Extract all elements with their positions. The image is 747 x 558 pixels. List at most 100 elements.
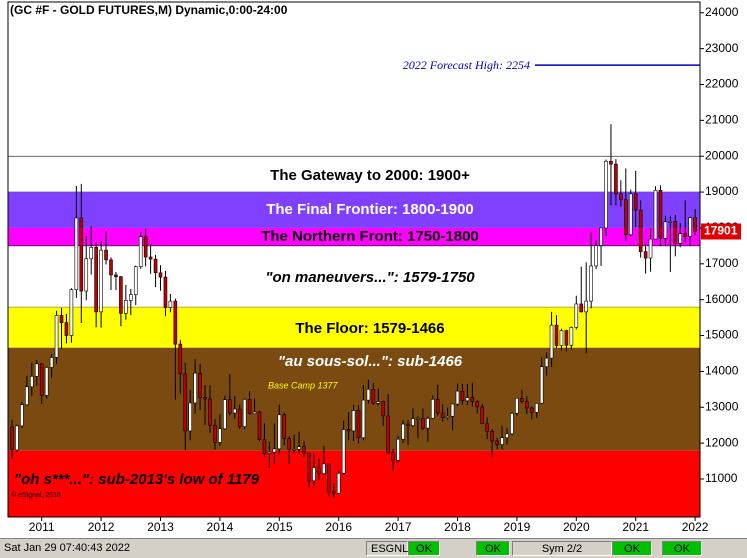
y-tick-label: 23000 (705, 41, 739, 55)
candle-body (346, 429, 351, 432)
candle-body (114, 274, 118, 278)
candle-body (673, 221, 678, 244)
forecast-label: 2022 Forecast High: 2254 (403, 58, 530, 72)
candle-body (232, 408, 237, 414)
candle-body (54, 315, 59, 358)
price-zone (7, 155, 701, 193)
candle-body (475, 401, 480, 408)
candle-body (693, 217, 697, 232)
candle-body (188, 402, 192, 432)
candle-body (302, 446, 306, 454)
candle-body (465, 397, 470, 402)
last-price-box (701, 223, 741, 240)
candle-body (213, 424, 217, 443)
zone-label: The Final Frontier: 1800-1900 (266, 201, 474, 218)
candle-body (609, 160, 613, 165)
candle-body (599, 227, 603, 246)
candle-body (133, 266, 138, 295)
y-tick-label: 21000 (705, 113, 739, 127)
candle-body (173, 300, 178, 345)
x-tick-label: 2022 (682, 520, 709, 534)
x-tick-label: 2021 (622, 520, 649, 534)
status-datetime: Sat Jan 29 07:40:43 2022 (4, 542, 130, 554)
candle-body (520, 397, 524, 402)
candle-body (129, 294, 133, 301)
candle-body (208, 398, 212, 426)
candle-body (633, 193, 638, 211)
y-tick-label: 15000 (705, 328, 739, 342)
candle-body (163, 276, 168, 308)
candle-body (277, 414, 282, 450)
candle-body (20, 404, 24, 427)
candle-body (663, 221, 668, 239)
candle-body (198, 372, 202, 398)
candle-body (218, 428, 222, 443)
candle-body (564, 330, 569, 346)
y-tick-label: 14000 (705, 364, 739, 378)
candle-body (589, 265, 593, 302)
candle-body (440, 412, 445, 418)
candle-body (64, 322, 69, 336)
status-ok: OK (476, 541, 510, 556)
status-ok: OK (662, 541, 702, 556)
candle-body (653, 189, 658, 240)
y-tick-label: 22000 (705, 77, 739, 91)
x-tick-label: 2012 (88, 520, 115, 534)
candle-body (668, 221, 673, 223)
candle-body (317, 467, 321, 474)
candle-body (287, 438, 292, 450)
candle-body (307, 452, 311, 482)
zone-label: The Gateway to 2000: 1900+ (270, 167, 470, 184)
candle-body (401, 423, 405, 440)
candle-body (119, 276, 123, 314)
candle-body (153, 258, 158, 274)
candle-body (425, 418, 430, 429)
candle-body (376, 401, 381, 404)
plot-frame (7, 1, 701, 518)
x-tick-label: 2011 (29, 520, 55, 534)
candle-body (79, 217, 84, 292)
candle-body (312, 467, 316, 482)
candle-body (89, 247, 93, 260)
status-ok: OK (612, 541, 652, 556)
annotation: Base Camp 1377 (268, 380, 339, 390)
candle-body (549, 324, 554, 359)
candle-body (683, 233, 688, 237)
candle-body (529, 407, 534, 413)
candle-body (579, 303, 584, 313)
y-tick-label: 17000 (705, 256, 739, 270)
candle-body (421, 418, 425, 429)
x-tick-label: 2014 (207, 520, 234, 534)
candle-body (351, 410, 356, 432)
candle-body (554, 324, 559, 346)
candle-body (435, 399, 440, 414)
candle-body (450, 403, 455, 417)
candle-body (678, 233, 683, 244)
candle-body (158, 272, 163, 278)
candle-body (495, 440, 499, 445)
x-tick-label: 2018 (444, 520, 471, 534)
zone-label: "on maneuvers...": 1579-1750 (265, 269, 475, 286)
candle-body (138, 236, 143, 267)
candle-body (272, 448, 277, 453)
candle-body (74, 217, 79, 290)
candle-body (648, 238, 653, 259)
candle-body (505, 433, 509, 439)
x-tick-label: 2013 (147, 520, 174, 534)
feed-status: OK (408, 541, 440, 556)
zone-label: "oh s***...": sub-2013's low of 1179 (14, 471, 260, 488)
candle-body (228, 399, 232, 414)
candle-body (559, 330, 564, 346)
candle-body (485, 423, 490, 432)
candle-body (168, 300, 173, 308)
candle-body (470, 397, 475, 402)
candle-body (515, 397, 519, 414)
y-tick-label: 24000 (705, 5, 739, 19)
candle-body (430, 399, 435, 419)
x-tick-label: 2015 (266, 520, 293, 534)
candle-body (262, 439, 267, 454)
candle-body (267, 451, 272, 454)
candle-body (109, 259, 113, 276)
candle-body (628, 193, 633, 236)
y-tick-label: 19000 (705, 184, 739, 198)
